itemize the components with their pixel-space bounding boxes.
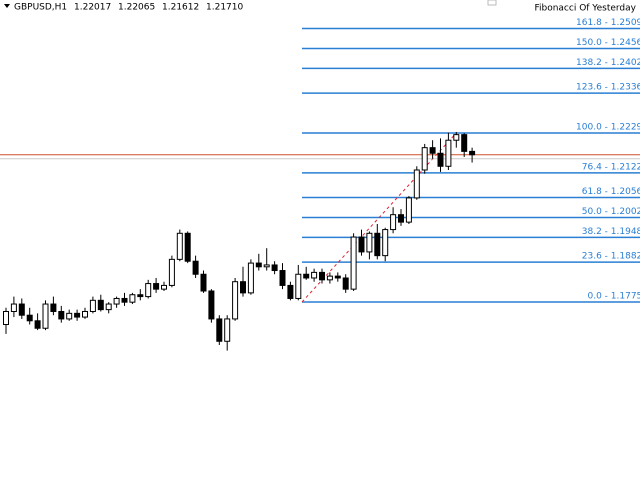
bull-candle [89, 299, 96, 312]
fib-level-label: 161.8 - 1.25099 [576, 18, 640, 28]
bull-candle [445, 139, 452, 167]
bear-candle [319, 271, 325, 281]
bull-candle [105, 303, 112, 311]
bear-candle [303, 273, 310, 279]
bear-candle [334, 275, 341, 279]
fib-trend-line [301, 132, 457, 303]
bull-candle [247, 262, 254, 294]
bear-candle [184, 232, 191, 262]
bear-candle [358, 236, 365, 253]
bull-candle [66, 312, 73, 320]
bull-candle [224, 318, 231, 342]
bull-candle [413, 169, 420, 199]
bull-candle [129, 294, 136, 303]
bear-candle [342, 277, 349, 290]
bear-candle [429, 147, 436, 154]
bear-candle [200, 273, 207, 292]
bear-candle [192, 260, 199, 275]
header-prices: 1.22017 1.22065 1.21612 1.21710 [74, 3, 243, 13]
bull-candle [263, 264, 270, 268]
bull-candle [3, 310, 9, 326]
bull-candle [326, 275, 333, 281]
bear-candle [137, 294, 144, 298]
bear-candle [469, 150, 476, 156]
bull-candle [453, 134, 460, 141]
bear-candle [398, 214, 404, 223]
bull-candle [390, 214, 397, 231]
fib-level-label: 76.4 - 1.21223 [582, 162, 640, 172]
bull-candle [295, 273, 302, 299]
bear-candle [97, 299, 104, 311]
bull-candle [311, 271, 318, 279]
symbol: GBPUSD,H1 [14, 3, 67, 13]
bear-candle [255, 262, 262, 268]
bull-candle [168, 258, 175, 286]
bear-candle [153, 283, 160, 290]
bear-candle [26, 314, 33, 322]
fib-level-label: 23.6 - 1.18826 [582, 252, 640, 262]
bear-candle [271, 264, 278, 272]
bear-candle [240, 281, 246, 294]
header-price: 1.21612 [162, 3, 199, 13]
indicator-icon [487, 0, 497, 6]
header-price: 1.22017 [74, 3, 111, 13]
indicator-name: Fibonacci Of Yesterday [534, 4, 636, 14]
bear-candle [461, 134, 468, 152]
bear-candle [74, 312, 81, 318]
bear-candle [279, 270, 286, 286]
bull-candle [366, 232, 373, 253]
bull-candle [161, 284, 167, 290]
fib-level-label: 38.2 - 1.19489 [582, 227, 640, 237]
bear-candle [437, 152, 444, 167]
header-price: 1.22065 [118, 3, 155, 13]
bull-candle [145, 283, 152, 298]
fib-level-label: 123.6 - 1.23365 [576, 83, 640, 93]
bear-candle [18, 303, 25, 316]
fib-level-label: 50.0 - 1.20025 [582, 207, 640, 217]
bear-candle [58, 310, 65, 320]
fib-level-label: 61.8 - 1.20560 [582, 187, 640, 197]
bear-candle [208, 290, 215, 320]
fib-level-label: 150.0 - 1.24563 [576, 38, 640, 48]
bear-candle [287, 284, 294, 299]
bull-candle [113, 297, 120, 305]
fib-level-label: 138.2 - 1.24028 [576, 58, 640, 68]
fib-level-label: 100.0 - 1.22294 [576, 122, 640, 132]
header-price: 1.21710 [206, 3, 243, 13]
bull-candle [10, 303, 17, 312]
bear-candle [216, 318, 223, 342]
bull-candle [405, 197, 412, 223]
bull-candle [350, 236, 357, 290]
bear-candle [121, 297, 128, 303]
bull-candle [42, 303, 49, 329]
fib-level-label: 0.0 - 1.17755 [588, 291, 640, 301]
bull-candle [82, 310, 88, 318]
bull-candle [421, 147, 428, 171]
bull-candle [382, 229, 389, 257]
bear-candle [34, 320, 41, 329]
bull-candle [232, 281, 239, 320]
bear-candle [50, 303, 57, 312]
bear-candle [374, 232, 381, 257]
collapse-arrow[interactable] [4, 4, 10, 8]
bull-candle [176, 232, 183, 260]
